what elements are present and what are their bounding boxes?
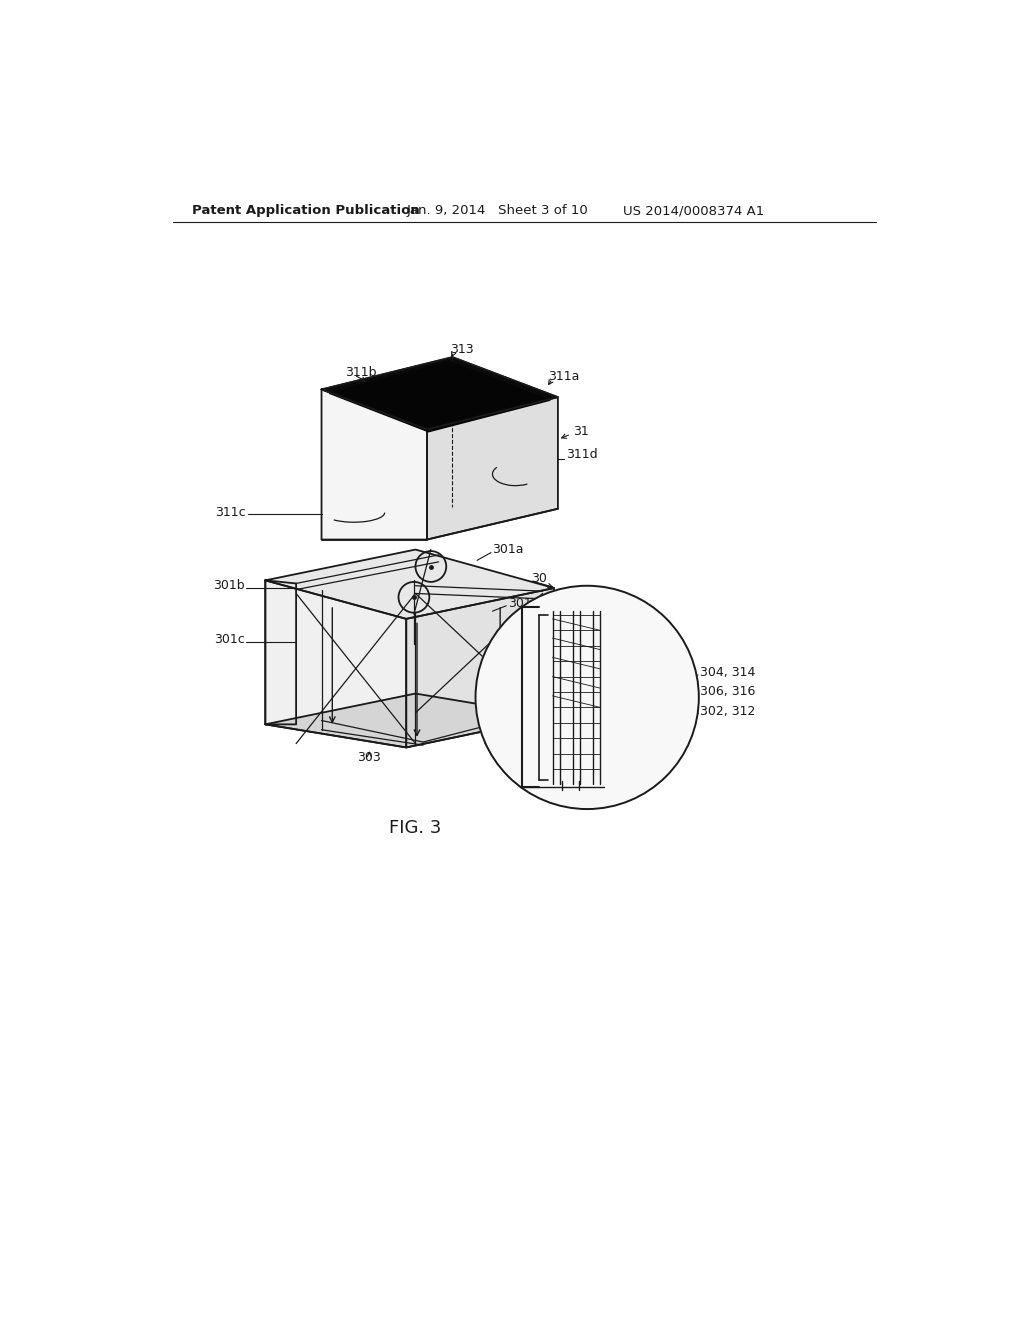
- Polygon shape: [265, 581, 407, 747]
- Text: 301a: 301a: [493, 543, 524, 556]
- Text: Patent Application Publication: Patent Application Publication: [193, 205, 420, 218]
- Polygon shape: [265, 549, 554, 619]
- Text: 31: 31: [573, 425, 589, 438]
- Polygon shape: [407, 589, 554, 747]
- Polygon shape: [265, 693, 554, 747]
- Polygon shape: [322, 389, 427, 540]
- Text: US 2014/0008374 A1: US 2014/0008374 A1: [624, 205, 765, 218]
- Polygon shape: [265, 581, 296, 725]
- Text: 311b: 311b: [345, 366, 376, 379]
- Text: 303: 303: [357, 751, 381, 764]
- Text: 304, 314: 304, 314: [700, 667, 756, 680]
- Text: Jan. 9, 2014   Sheet 3 of 10: Jan. 9, 2014 Sheet 3 of 10: [407, 205, 588, 218]
- Text: 301b: 301b: [213, 579, 245, 593]
- Text: 306, 316: 306, 316: [700, 685, 756, 698]
- Text: 311c: 311c: [215, 506, 246, 519]
- Polygon shape: [427, 397, 558, 540]
- Circle shape: [475, 586, 698, 809]
- Text: FIG. 3: FIG. 3: [389, 820, 441, 837]
- Text: 311a: 311a: [548, 370, 580, 383]
- Text: 313: 313: [451, 343, 474, 356]
- Text: 30: 30: [531, 572, 547, 585]
- Text: 301c: 301c: [214, 634, 245, 647]
- Text: 302, 312: 302, 312: [700, 705, 756, 718]
- Polygon shape: [322, 358, 558, 429]
- Text: 311d: 311d: [565, 449, 597, 462]
- Polygon shape: [330, 362, 550, 432]
- Text: 301d: 301d: [508, 597, 540, 610]
